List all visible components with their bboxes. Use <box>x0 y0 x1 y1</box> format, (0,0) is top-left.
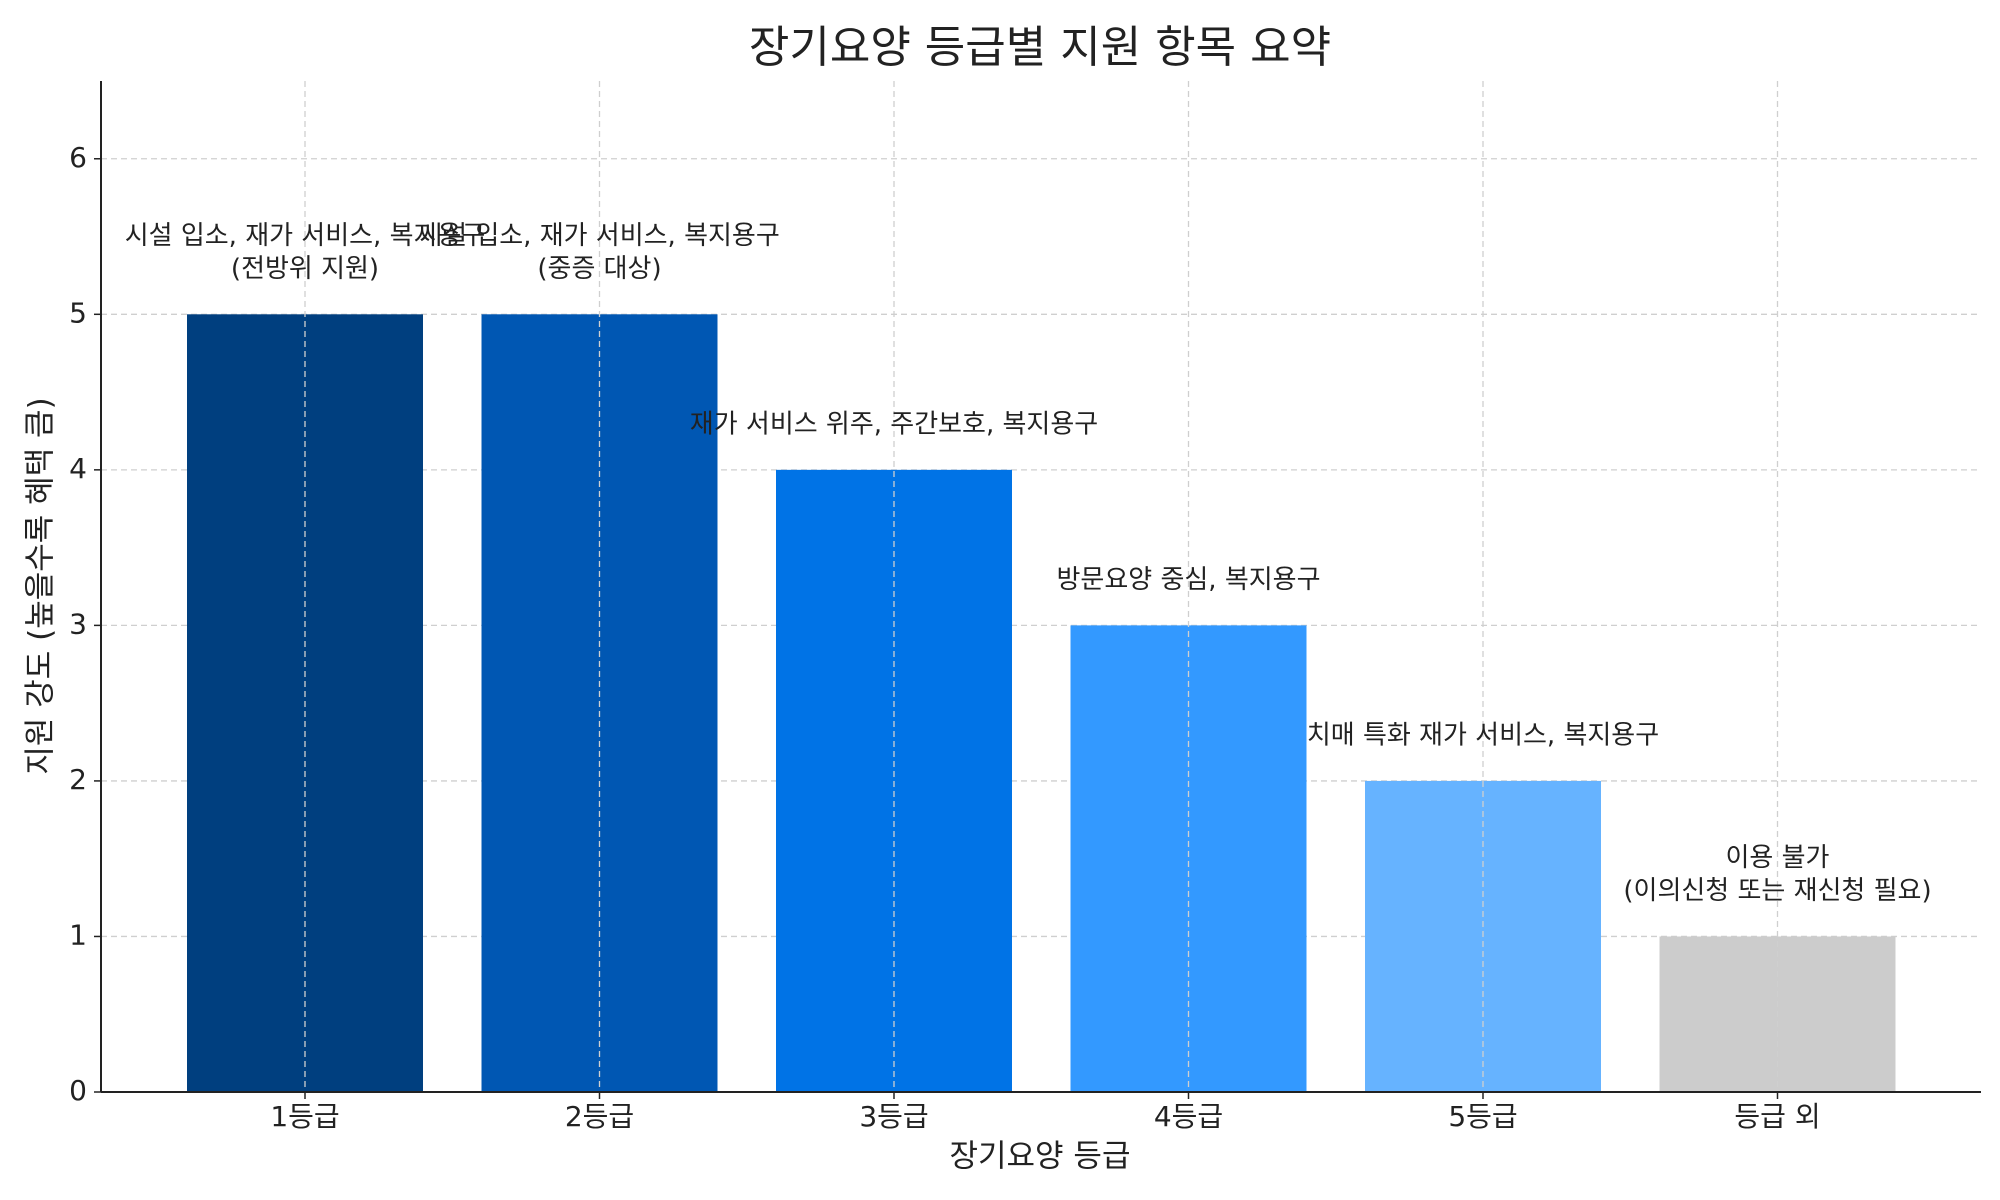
annotation: 이용 불가 <box>1726 843 1830 873</box>
y-tick-label: 3 <box>69 607 87 640</box>
x-tick-label: 3등급 <box>859 1100 928 1133</box>
annotation: (이의신청 또는 재신청 필요) <box>1623 876 1931 906</box>
y-tick-label: 0 <box>69 1074 87 1107</box>
x-tick-label: 등급 외 <box>1734 1100 1820 1133</box>
y-tick-label: 2 <box>69 763 87 796</box>
y-tick-label: 1 <box>69 918 87 951</box>
chart-title: 장기요양 등급별 지원 항목 요약 <box>749 22 1331 73</box>
annotation: 재가 서비스 위주, 주간보호, 복지용구 <box>690 409 1098 439</box>
x-tick-label: 4등급 <box>1154 1100 1223 1133</box>
annotation: 시설 입소, 재가 서비스, 복지용구 <box>125 221 486 251</box>
bars <box>187 314 1896 1092</box>
annotation: (중증 대상) <box>537 254 661 284</box>
y-tick-label: 5 <box>69 296 87 329</box>
annotation: 시설 입소, 재가 서비스, 복지용구 <box>419 221 780 251</box>
x-tick-label: 5등급 <box>1448 1100 1517 1133</box>
x-tick-label: 2등급 <box>565 1100 634 1133</box>
y-tick-label: 4 <box>69 452 87 485</box>
x-tick-label: 1등급 <box>270 1100 339 1133</box>
annotation: 방문요양 중심, 복지용구 <box>1057 565 1321 595</box>
annotation: (전방위 지원) <box>231 254 379 284</box>
overlay <box>304 81 1779 1092</box>
y-tick-label: 6 <box>69 141 87 174</box>
annotation: 치매 특화 재가 서비스, 복지용구 <box>1307 720 1659 750</box>
y-axis-label: 지원 강도 (높을수록 혜택 큼) <box>23 397 59 774</box>
x-axis-label: 장기요양 등급 <box>950 1139 1131 1175</box>
